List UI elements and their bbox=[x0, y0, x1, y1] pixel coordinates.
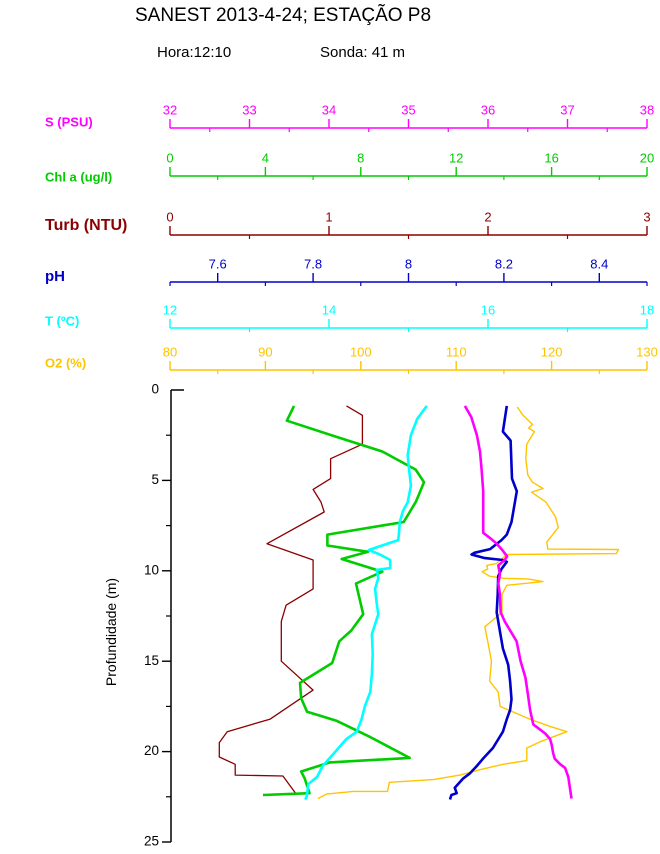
tick-label: 110 bbox=[446, 344, 467, 359]
tick-label: 2 bbox=[484, 209, 491, 224]
tick-label: 12 bbox=[449, 150, 463, 165]
tick-label: 80 bbox=[163, 344, 177, 359]
tick-label: 36 bbox=[481, 102, 495, 117]
tick-label: 20 bbox=[640, 150, 654, 165]
tick-label: 33 bbox=[242, 102, 256, 117]
tick-label: 90 bbox=[258, 344, 272, 359]
depth-tick-label: 5 bbox=[151, 472, 159, 487]
axis-chl: 0 4 8 12 16 20 Chl a (ug/l) bbox=[45, 150, 654, 184]
depth-tick-label: 15 bbox=[144, 653, 159, 668]
depth-tick-label: 10 bbox=[144, 562, 159, 577]
tick-label: 38 bbox=[640, 102, 654, 117]
sonde-label: Sonda: 41 m bbox=[320, 44, 406, 61]
depth-axis-title: Profundidade (m) bbox=[103, 578, 119, 686]
tick-label: 16 bbox=[481, 302, 495, 317]
tick-label: 7.6 bbox=[209, 256, 227, 271]
depth-tick-label: 25 bbox=[144, 834, 159, 849]
tick-label: 4 bbox=[262, 150, 269, 165]
tick-label: 8.4 bbox=[590, 256, 608, 271]
depth-axis: 0 5 10 15 20 25 Profundidade (m) bbox=[103, 382, 184, 849]
tick-label: 35 bbox=[401, 102, 415, 117]
tick-label: 12 bbox=[163, 302, 177, 317]
depth-tick-label: 0 bbox=[151, 382, 159, 397]
tick-label: 0 bbox=[166, 209, 173, 224]
tick-label: 16 bbox=[544, 150, 558, 165]
axis-temp: 12 14 16 18 T (ºC) bbox=[45, 302, 654, 332]
tick-label: 14 bbox=[322, 302, 336, 317]
series-ph bbox=[448, 405, 519, 800]
axis-label-chl: Chl a (ug/l) bbox=[45, 169, 112, 184]
tick-label: 8 bbox=[405, 256, 412, 271]
tick-label: 37 bbox=[560, 102, 574, 117]
tick-label: 1 bbox=[325, 209, 332, 224]
axis-label-temp: T (ºC) bbox=[45, 313, 79, 328]
axis-label-turb: Turb (NTU) bbox=[45, 217, 127, 234]
tick-label: 18 bbox=[640, 302, 654, 317]
series-salinity bbox=[463, 405, 573, 799]
tick-label: 7.8 bbox=[304, 256, 322, 271]
series-temp bbox=[303, 405, 428, 801]
axis-label-o2: O2 (%) bbox=[45, 355, 86, 370]
axis-o2: 80 90 100 110 120 130 O2 (%) bbox=[45, 344, 658, 374]
series-o2 bbox=[317, 406, 620, 800]
page-title: SANEST 2013-4-24; ESTAÇÃO P8 bbox=[135, 5, 432, 26]
axis-ph: 7.6 7.8 8 8.2 8.4 pH bbox=[45, 256, 648, 286]
tick-label: 100 bbox=[350, 344, 372, 359]
tick-label: 34 bbox=[322, 102, 336, 117]
axis-label-salinity: S (PSU) bbox=[45, 114, 93, 129]
axis-turb: 0 1 2 3 Turb (NTU) bbox=[45, 209, 651, 239]
tick-label: 32 bbox=[163, 102, 177, 117]
tick-label: 8.2 bbox=[495, 256, 513, 271]
axis-label-ph: pH bbox=[45, 268, 65, 285]
tick-label: 130 bbox=[636, 344, 658, 359]
tick-label: 3 bbox=[643, 209, 650, 224]
axis-salinity: 32 33 34 35 36 37 38 S (PSU) bbox=[45, 102, 654, 132]
series-turb bbox=[218, 405, 364, 794]
tick-label: 0 bbox=[166, 150, 173, 165]
series-chl bbox=[262, 405, 426, 797]
tick-label: 120 bbox=[541, 344, 563, 359]
tick-label: 8 bbox=[357, 150, 364, 165]
time-label: Hora:12:10 bbox=[157, 44, 232, 61]
depth-tick-label: 20 bbox=[144, 743, 159, 758]
